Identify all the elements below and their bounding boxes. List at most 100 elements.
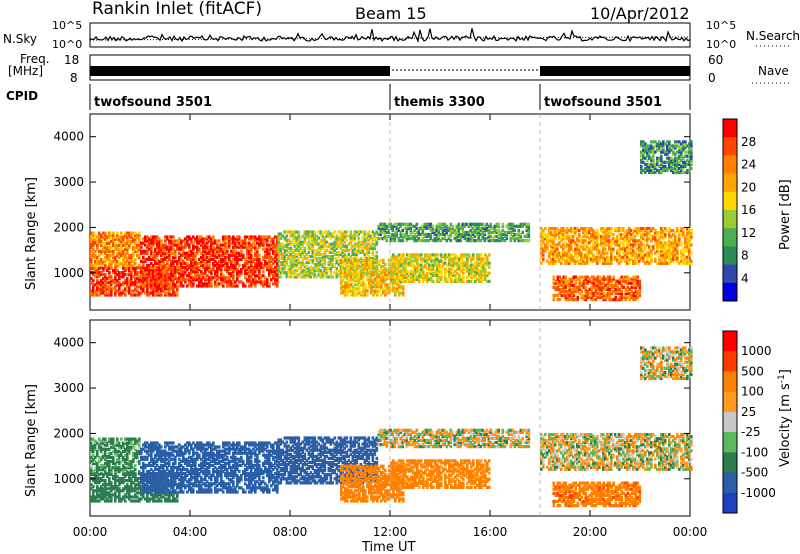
power-cell xyxy=(94,237,97,241)
power-cell xyxy=(180,268,183,272)
power-cell xyxy=(262,270,265,274)
power-cell xyxy=(258,257,261,261)
power-cell xyxy=(660,231,663,235)
power-cell xyxy=(399,232,403,237)
power-cell xyxy=(128,256,131,260)
power-cell xyxy=(449,234,453,239)
power-cell xyxy=(130,254,133,258)
power-cell xyxy=(477,224,481,228)
power-cell xyxy=(180,282,183,286)
power-cell xyxy=(439,232,443,237)
power-cell xyxy=(174,259,177,264)
power-cell xyxy=(646,253,649,257)
power-cell xyxy=(443,228,447,232)
power-cell xyxy=(438,269,441,273)
power-cell xyxy=(499,234,503,239)
power-cell xyxy=(319,261,323,265)
power-cell xyxy=(98,239,101,243)
power-cell xyxy=(630,229,633,233)
power-cell xyxy=(120,245,123,249)
power-cell xyxy=(628,239,631,243)
power-cell xyxy=(392,259,395,263)
power-cell xyxy=(136,254,139,258)
power-cell xyxy=(429,224,433,228)
power-cell xyxy=(642,233,645,237)
power-cell xyxy=(416,275,419,279)
power-cell xyxy=(319,273,323,277)
power-cell xyxy=(446,263,449,267)
power-cell xyxy=(574,227,577,231)
power-cell xyxy=(658,255,661,259)
power-cell xyxy=(572,249,575,253)
power-cell xyxy=(369,236,373,240)
power-cell xyxy=(420,253,423,257)
power-cell xyxy=(348,271,351,275)
power-cell xyxy=(341,248,345,252)
power-cell xyxy=(268,266,271,270)
power-cell xyxy=(158,272,161,276)
power-cell xyxy=(450,271,453,275)
power-cell xyxy=(478,279,481,283)
power-cell xyxy=(363,234,367,238)
power-cell xyxy=(352,285,355,289)
power-cell xyxy=(262,235,265,239)
power-cell xyxy=(356,258,359,262)
power-cell xyxy=(150,266,153,270)
power-cell xyxy=(122,281,125,285)
power-cell xyxy=(274,282,277,286)
power-cell xyxy=(148,263,151,268)
power-cell xyxy=(346,277,349,281)
power-cell xyxy=(349,263,353,267)
power-cell xyxy=(345,238,349,242)
power-cell xyxy=(550,261,553,265)
power-cell xyxy=(394,261,397,265)
power-cell xyxy=(638,253,641,257)
power-cell xyxy=(148,243,151,247)
power-cell xyxy=(329,254,333,259)
power-cell xyxy=(220,276,223,280)
power-cell xyxy=(321,275,325,279)
power-cell xyxy=(371,248,375,252)
power-cell xyxy=(624,239,627,243)
power-cell xyxy=(550,253,553,257)
power-cell xyxy=(216,282,219,286)
power-cell xyxy=(250,268,253,272)
power-cell xyxy=(344,258,347,262)
power-cell xyxy=(166,266,169,270)
power-cell xyxy=(116,243,119,247)
power-cell xyxy=(110,231,113,235)
power-cell xyxy=(342,271,345,275)
power-cell xyxy=(465,230,469,234)
power-cell xyxy=(184,253,187,257)
power-cell xyxy=(150,237,153,241)
power-cell xyxy=(556,247,559,251)
power-cell xyxy=(319,232,323,236)
power-cell xyxy=(222,280,225,284)
power-cell xyxy=(335,240,339,244)
power-cell xyxy=(596,231,599,235)
power-cell xyxy=(365,252,369,256)
power-cell xyxy=(128,260,131,264)
power-cell xyxy=(323,250,327,254)
power-cell xyxy=(130,241,133,245)
power-cell xyxy=(570,259,573,263)
power-cell xyxy=(174,243,177,247)
power-cell xyxy=(554,261,557,265)
power-cell xyxy=(374,283,377,287)
power-cell xyxy=(142,261,145,266)
power-cell xyxy=(216,251,219,255)
power-cell xyxy=(285,248,289,252)
power-cell xyxy=(437,228,441,232)
power-cell xyxy=(564,231,567,235)
power-cell xyxy=(400,287,403,291)
power-cell xyxy=(414,265,417,269)
power-cell xyxy=(346,268,349,273)
power-cell xyxy=(110,264,113,268)
power-cell xyxy=(440,277,443,281)
power-cell xyxy=(566,249,569,253)
power-cell xyxy=(544,249,547,253)
power-cell xyxy=(315,259,319,263)
power-cell xyxy=(335,236,339,240)
power-cell xyxy=(331,256,335,261)
power-cell xyxy=(254,235,257,239)
